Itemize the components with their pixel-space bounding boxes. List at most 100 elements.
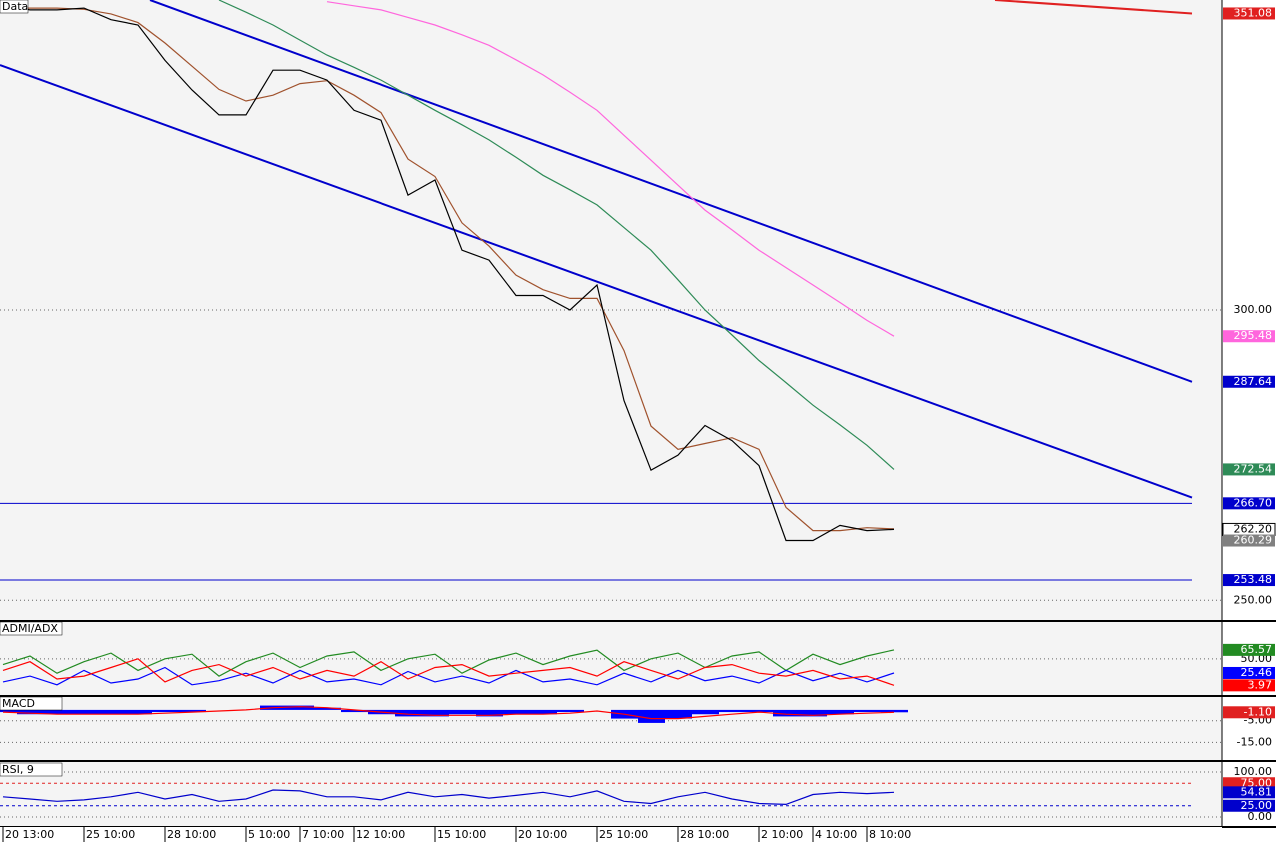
histogram-bar [503, 709, 530, 715]
x-tick-label: 12 10:00 [356, 828, 405, 841]
price-tag [1223, 786, 1275, 799]
histogram-bar [341, 709, 368, 713]
price-tag [1223, 643, 1275, 656]
histogram-bar [449, 709, 476, 715]
pane-title: Data [2, 0, 28, 13]
histogram-bar [98, 709, 125, 715]
price-tag-label: 351.08 [1234, 6, 1273, 19]
price-tag [1223, 574, 1275, 587]
pane-title: ADMI/ADX [2, 622, 58, 635]
price-tag-label: -1.10 [1244, 705, 1272, 718]
y-tick-label: 0.00 [1248, 810, 1273, 823]
pane-title-box [0, 621, 63, 636]
histogram-bar [44, 709, 71, 715]
histogram-bar [71, 709, 98, 715]
price-tag [1223, 330, 1275, 343]
histogram-bar [638, 709, 665, 723]
histogram-bar [665, 709, 692, 719]
price-tag [1223, 666, 1275, 679]
series-line [2, 4, 895, 542]
series-line [2, 658, 895, 686]
price-tag-label: 287.64 [1234, 375, 1273, 388]
x-tick-label: 4 10:00 [815, 828, 857, 841]
histogram-bar [287, 705, 314, 710]
pane-title: MACD [2, 697, 35, 710]
histogram-bar [152, 709, 179, 713]
price-tag-label: 260.29 [1234, 534, 1273, 547]
histogram-bar [314, 707, 341, 710]
histogram-bar [800, 709, 827, 717]
histogram-bar [854, 709, 881, 713]
price-tag [1223, 777, 1275, 790]
x-tick-label: 25 10:00 [599, 828, 648, 841]
pane-title-box [0, 0, 29, 14]
series-line [2, 706, 895, 720]
x-axis-band [0, 827, 1222, 842]
price-tag-label: 54.81 [1241, 785, 1273, 798]
price-tag-label: 65.57 [1241, 643, 1273, 656]
histogram-bar [476, 709, 503, 717]
price-tag [1223, 497, 1275, 510]
pane-title-box [0, 762, 63, 777]
series-line [2, 789, 895, 806]
price-tag-label: 272.54 [1234, 462, 1273, 475]
x-tick-label: 5 10:00 [248, 828, 290, 841]
y-tick-label: 300.00 [1234, 303, 1273, 316]
series-line [2, 649, 895, 677]
price-tag-label: 25.46 [1241, 666, 1273, 679]
histogram-bar [422, 709, 449, 717]
histogram-bar [125, 709, 152, 715]
histogram-bar [719, 709, 746, 713]
histogram-bar [530, 709, 557, 715]
histogram-bar [395, 709, 422, 717]
histogram-bar [557, 709, 584, 713]
histogram-bar [827, 709, 854, 715]
price-tag-label: 266.70 [1234, 496, 1273, 509]
series-line [2, 666, 895, 686]
x-tick-label: 20 10:00 [518, 828, 567, 841]
price-tag-label: 253.48 [1234, 573, 1273, 586]
x-tick-label: 7 10:00 [302, 828, 344, 841]
x-tick-label: 20 13:00 [5, 828, 54, 841]
series-line [3, 7, 895, 532]
histogram-bar [773, 709, 800, 717]
price-tag [1223, 463, 1275, 476]
price-tag [1223, 375, 1275, 388]
price-tag [1223, 534, 1275, 547]
x-tick-label: 2 10:00 [761, 828, 803, 841]
pane-title-box [0, 696, 63, 711]
trend-line [994, 0, 1193, 15]
x-tick-label: 25 10:00 [86, 828, 135, 841]
price-tag-label: 75.00 [1241, 776, 1273, 789]
pane-title: RSI, 9 [2, 763, 34, 776]
histogram-bar [746, 709, 773, 713]
price-tag [1223, 799, 1275, 812]
price-tag [1223, 706, 1275, 719]
histogram-bar [881, 709, 908, 713]
y-tick-label: -15.00 [1237, 735, 1272, 748]
y-tick-label: 250.00 [1234, 593, 1273, 606]
price-tag-label: 3.97 [1248, 678, 1273, 691]
histogram-bar [179, 709, 206, 713]
price-tag-label: 25.00 [1241, 799, 1273, 812]
x-tick-label: 28 10:00 [167, 828, 216, 841]
price-tag [1223, 7, 1275, 20]
x-tick-label: 8 10:00 [869, 828, 911, 841]
series-line [218, 0, 895, 470]
histogram-bar [0, 709, 17, 713]
x-tick-label: 28 10:00 [680, 828, 729, 841]
series-line [326, 1, 895, 337]
histogram-bar [17, 709, 44, 715]
trend-line [149, 0, 1193, 383]
price-tag-label: 295.48 [1234, 329, 1273, 342]
price-axis [1222, 0, 1276, 842]
price-tag-label: 262.20 [1234, 522, 1273, 535]
x-tick-label: 15 10:00 [437, 828, 486, 841]
y-tick-label: 100.00 [1234, 765, 1273, 778]
histogram-bar [692, 709, 719, 715]
trend-line [0, 64, 1193, 499]
price-tag [1223, 679, 1275, 692]
